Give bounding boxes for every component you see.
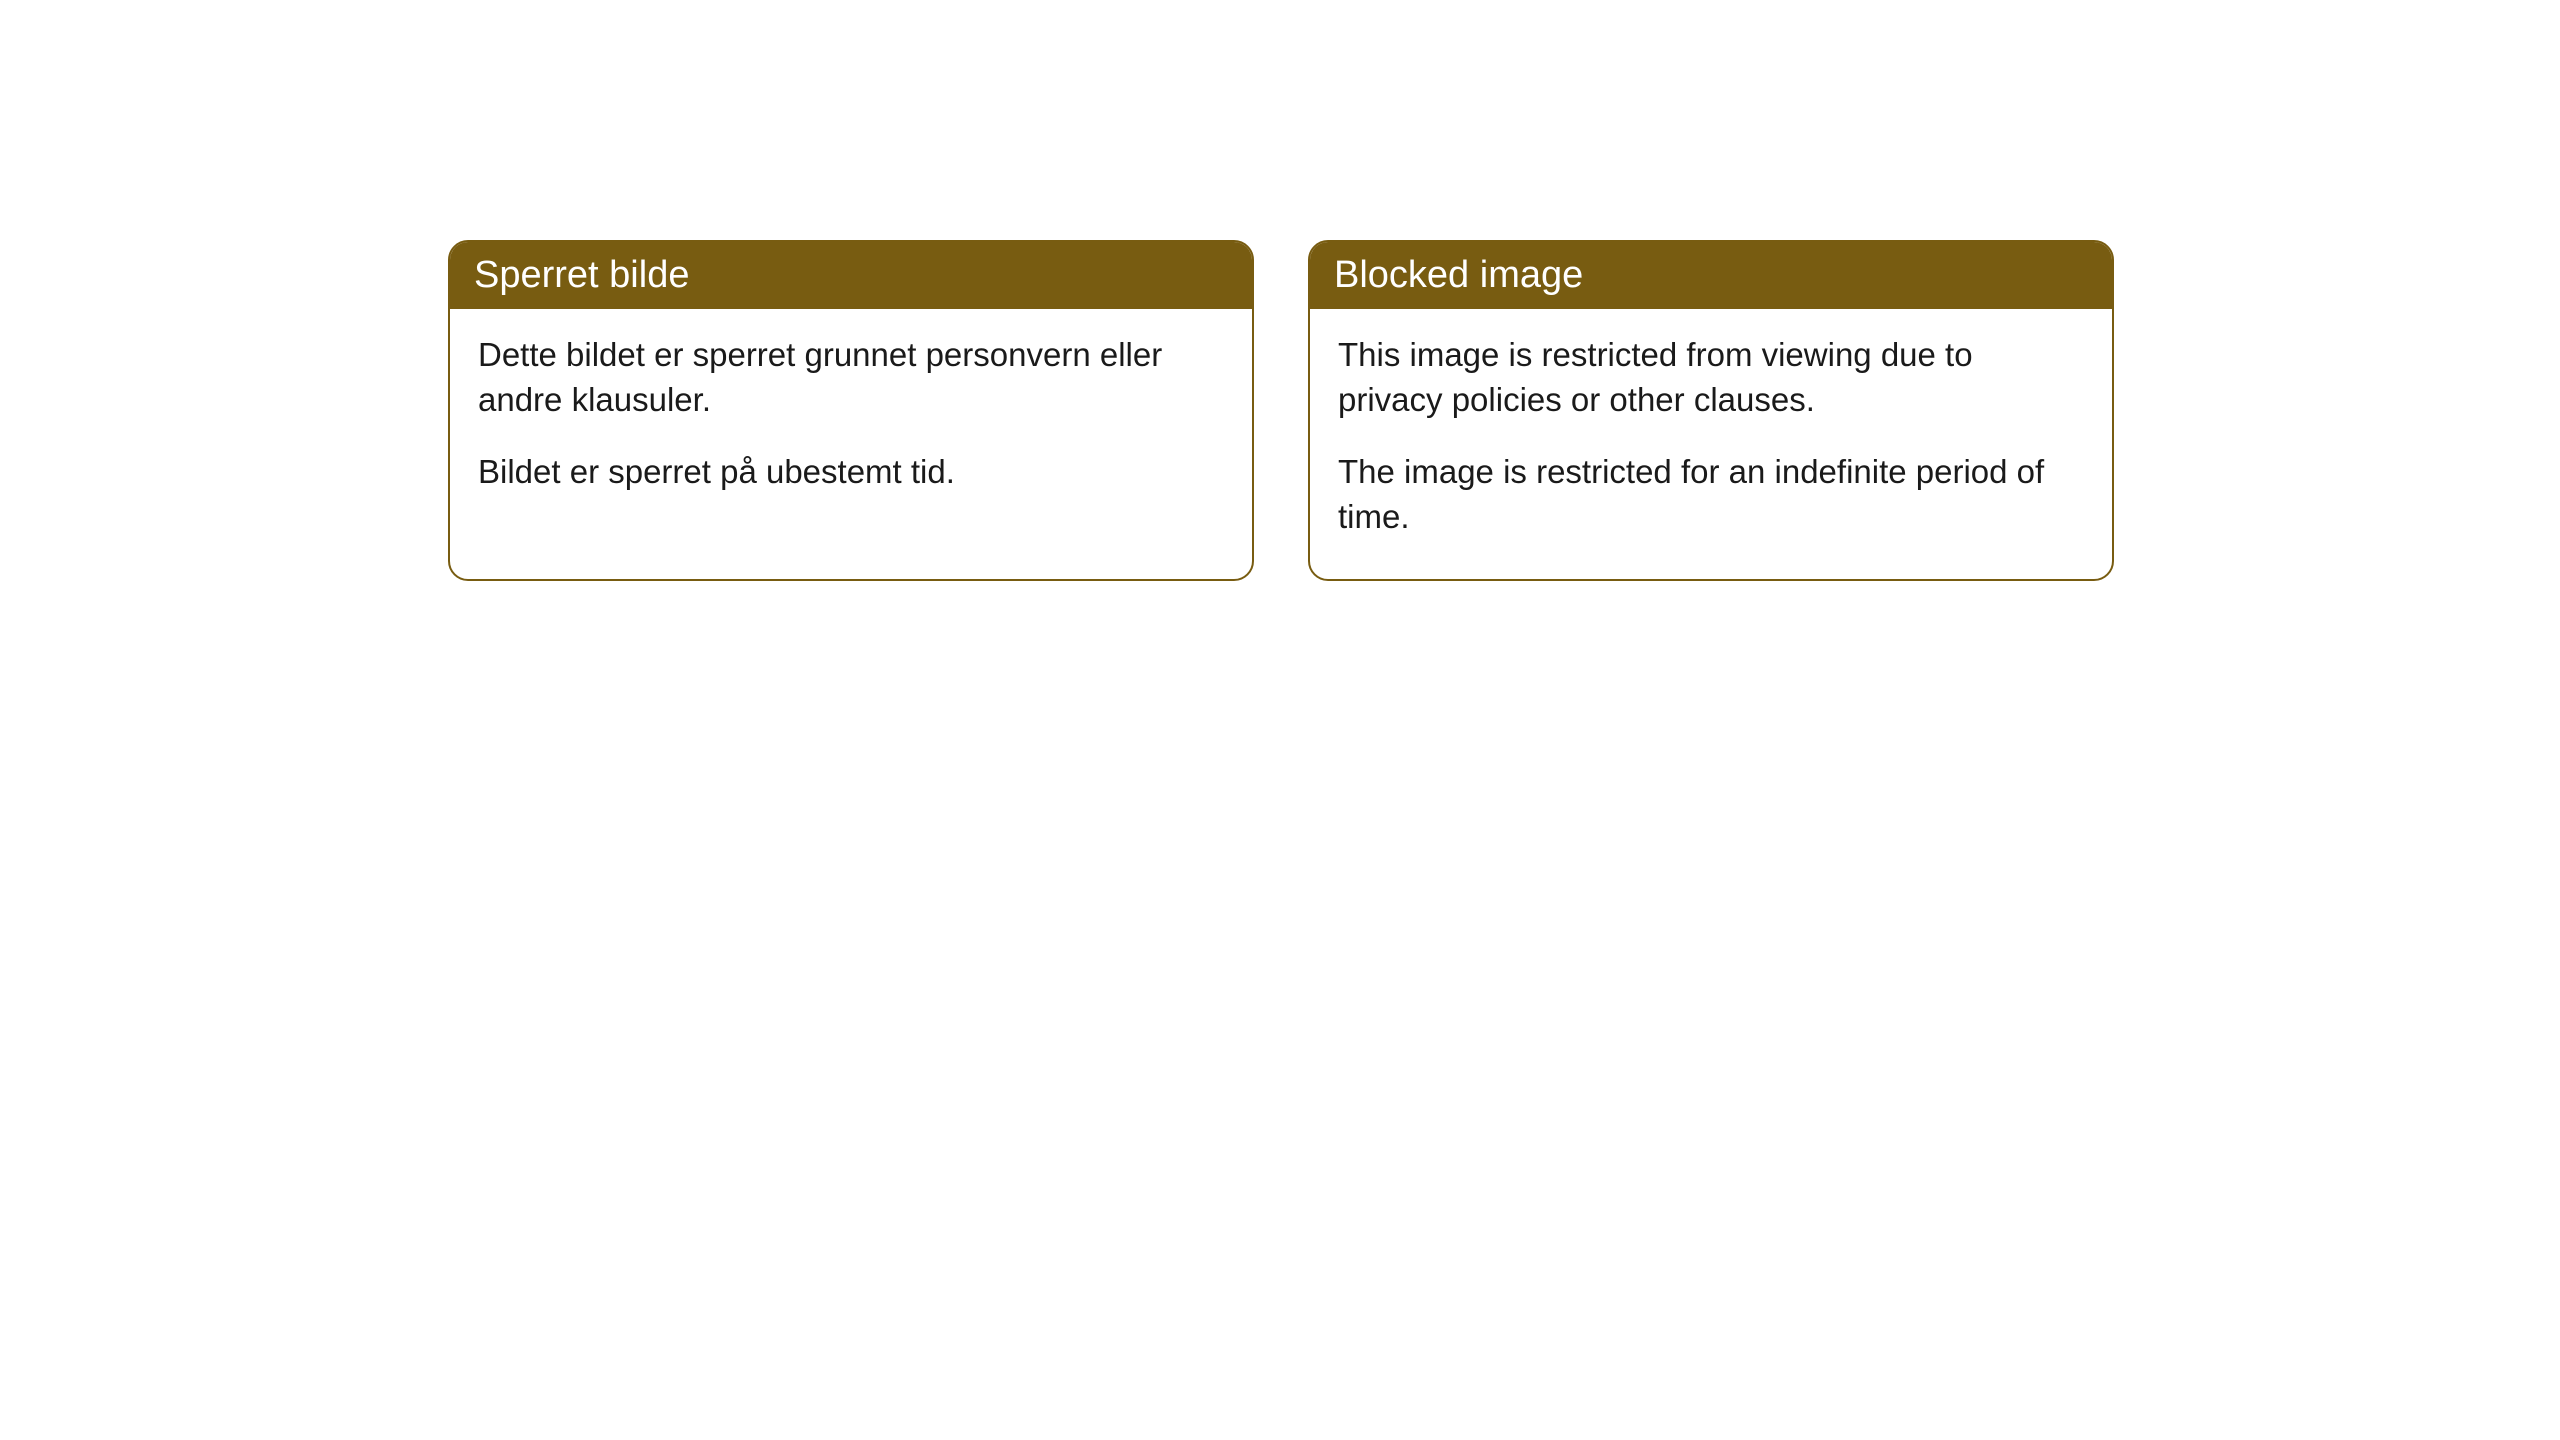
card-header-english: Blocked image (1310, 242, 2112, 309)
card-body-english: This image is restricted from viewing du… (1310, 309, 2112, 579)
card-title: Blocked image (1334, 254, 1583, 296)
card-norwegian: Sperret bilde Dette bildet er sperret gr… (448, 240, 1254, 581)
card-paragraph-2: Bildet er sperret på ubestemt tid. (478, 450, 1224, 495)
card-paragraph-2: The image is restricted for an indefinit… (1338, 450, 2084, 539)
card-paragraph-1: Dette bildet er sperret grunnet personve… (478, 333, 1224, 422)
card-english: Blocked image This image is restricted f… (1308, 240, 2114, 581)
card-paragraph-1: This image is restricted from viewing du… (1338, 333, 2084, 422)
card-title: Sperret bilde (474, 254, 689, 296)
card-body-norwegian: Dette bildet er sperret grunnet personve… (450, 309, 1252, 535)
cards-container: Sperret bilde Dette bildet er sperret gr… (0, 0, 2560, 581)
card-header-norwegian: Sperret bilde (450, 242, 1252, 309)
